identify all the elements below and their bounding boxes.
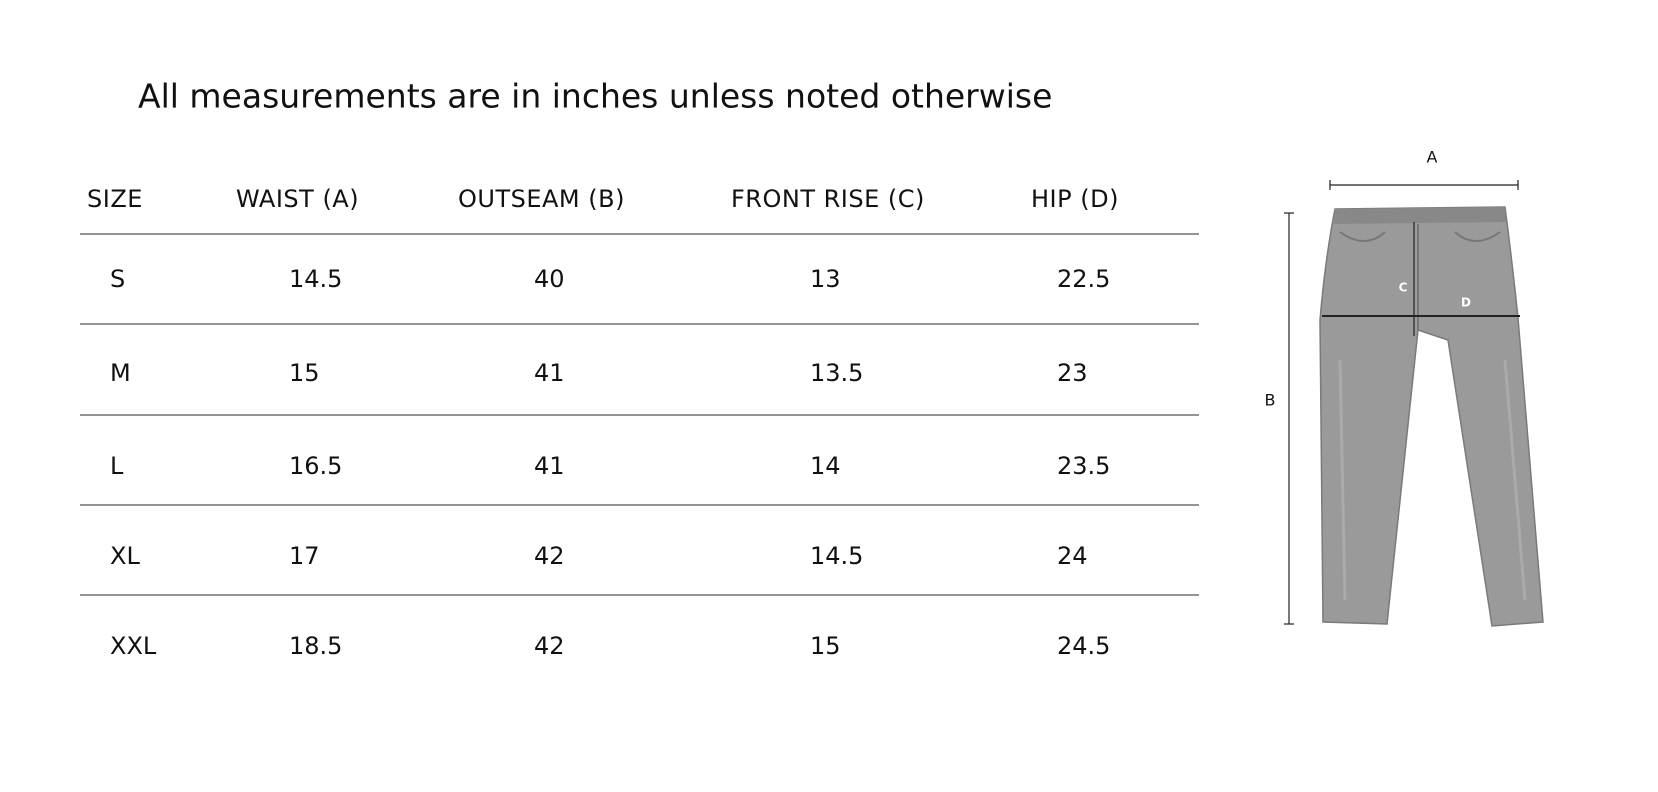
measure-cell: 18.5 xyxy=(289,632,342,660)
measure-cell: 16.5 xyxy=(289,452,342,480)
size-cell: XL xyxy=(110,542,140,570)
measure-cell: 42 xyxy=(534,632,565,660)
size-cell: L xyxy=(110,452,124,480)
dimension-label: A xyxy=(1427,148,1438,167)
dimension-label: B xyxy=(1265,391,1276,410)
measure-cell: 13.5 xyxy=(810,359,863,387)
measure-cell: 22.5 xyxy=(1057,265,1110,293)
measure-cell: 14 xyxy=(810,452,841,480)
measure-cell: 23 xyxy=(1057,359,1088,387)
measure-cell: 42 xyxy=(534,542,565,570)
title: All measurements are in inches unless no… xyxy=(138,77,1052,116)
column-header: SIZE xyxy=(87,185,143,213)
column-header: WAIST (A) xyxy=(236,185,359,213)
measure-cell: 24 xyxy=(1057,542,1088,570)
size-cell: S xyxy=(110,265,125,293)
measure-cell: 24.5 xyxy=(1057,632,1110,660)
measure-cell: 41 xyxy=(534,452,565,480)
measure-cell: 40 xyxy=(534,265,565,293)
dimension-lines xyxy=(1284,180,1520,625)
measure-cell: 41 xyxy=(534,359,565,387)
measure-cell: 14.5 xyxy=(289,265,342,293)
measure-cell: 17 xyxy=(289,542,320,570)
jeans-illustration xyxy=(1319,206,1544,627)
column-header: HIP (D) xyxy=(1031,185,1119,213)
dimension-label: D xyxy=(1461,296,1471,310)
column-header: OUTSEAM (B) xyxy=(458,185,625,213)
measure-cell: 15 xyxy=(289,359,320,387)
measure-cell: 23.5 xyxy=(1057,452,1110,480)
measure-cell: 14.5 xyxy=(810,542,863,570)
column-header: FRONT RISE (C) xyxy=(731,185,925,213)
measure-cell: 13 xyxy=(810,265,841,293)
measure-cell: 15 xyxy=(810,632,841,660)
size-cell: M xyxy=(110,359,131,387)
size-cell: XXL xyxy=(110,632,157,660)
dimension-label: C xyxy=(1399,281,1408,295)
